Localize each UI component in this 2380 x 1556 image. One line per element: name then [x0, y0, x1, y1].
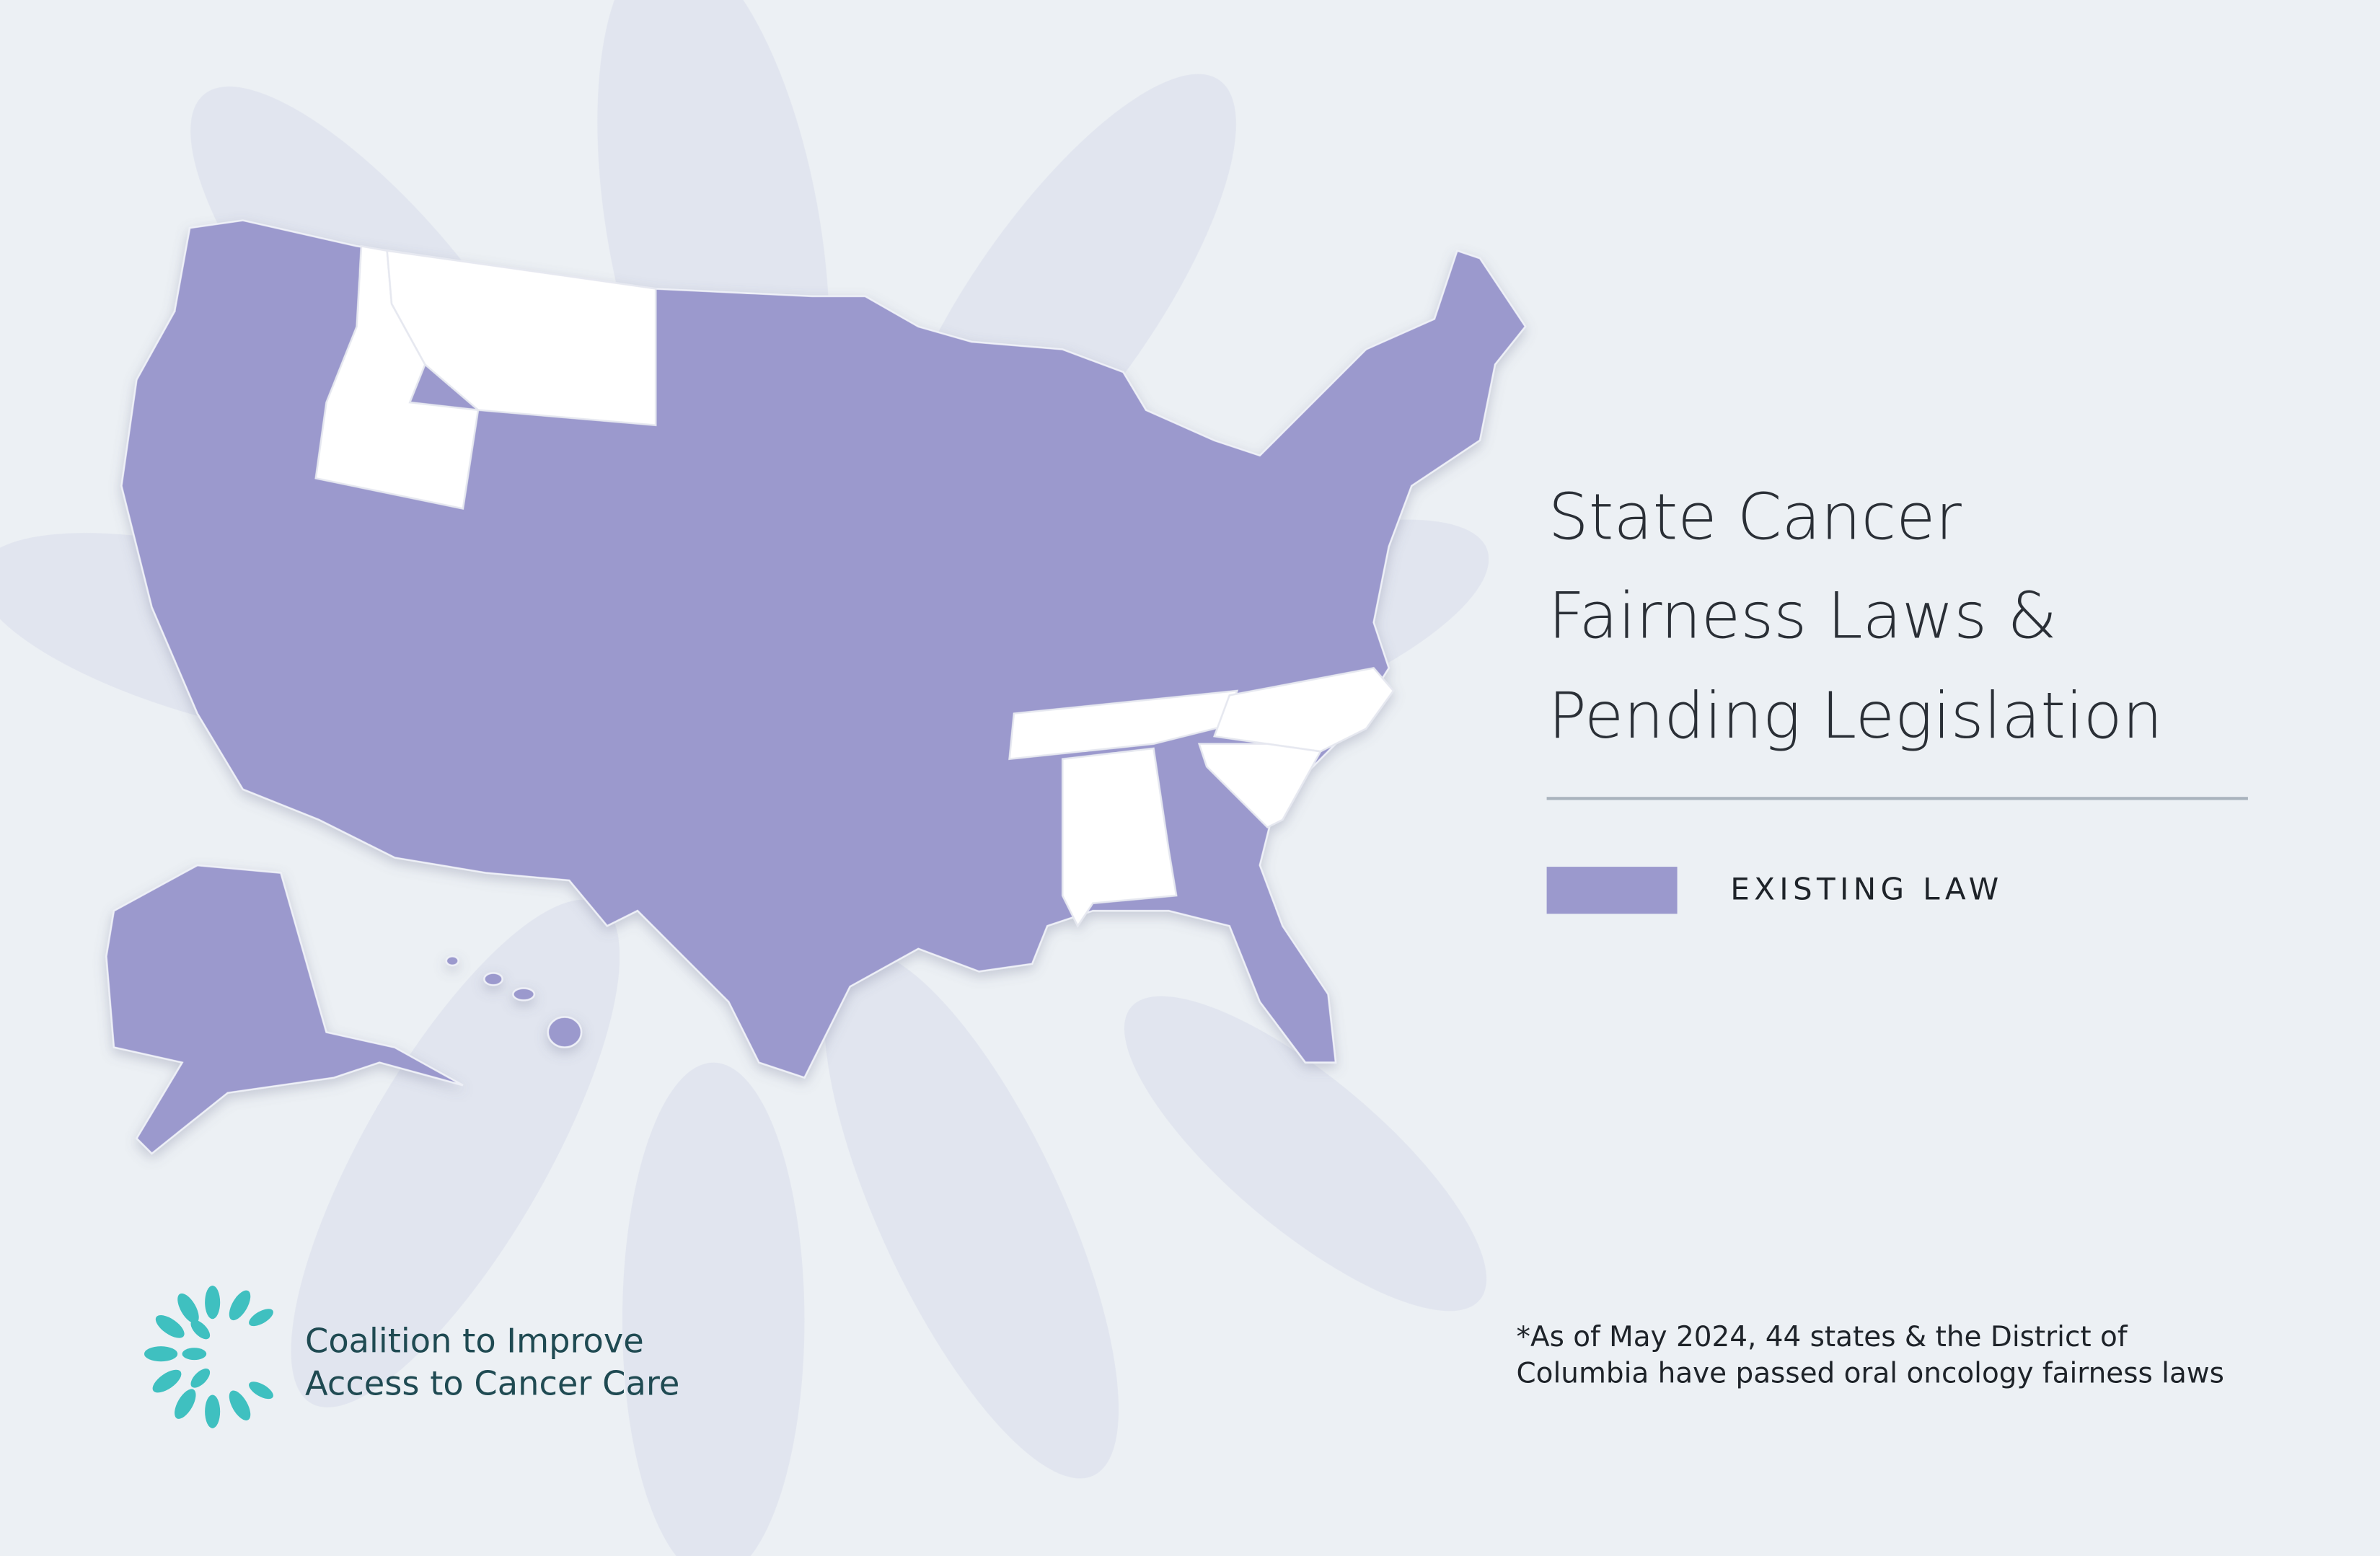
alaska — [105, 864, 464, 1155]
title-line: State Cancer — [1548, 480, 1962, 554]
logo-text: Coalition to Improve — [305, 1322, 644, 1361]
south-carolina — [1197, 743, 1322, 828]
footnote-line: *As of May 2024, 44 states & the Distric… — [1516, 1321, 2128, 1353]
legend-swatch — [1546, 867, 1678, 914]
title-line: Fairness Laws & — [1548, 578, 2058, 653]
hawaii — [445, 955, 583, 1048]
us-map — [105, 219, 1527, 1155]
logo-text: Access to Cancer Care — [305, 1364, 679, 1403]
lower-48 — [120, 219, 1527, 1079]
legend: EXISTING LAW — [1546, 867, 2003, 914]
title-line: Pending Legislation — [1548, 678, 2163, 753]
tennessee — [1008, 689, 1239, 761]
north-carolina — [1212, 667, 1395, 753]
alabama — [1061, 747, 1178, 928]
logo-mark — [144, 1285, 273, 1428]
montana — [386, 249, 657, 427]
legend-label: EXISTING LAW — [1730, 871, 2003, 906]
footnote-line: Columbia have passed oral oncology fairn… — [1516, 1358, 2223, 1390]
